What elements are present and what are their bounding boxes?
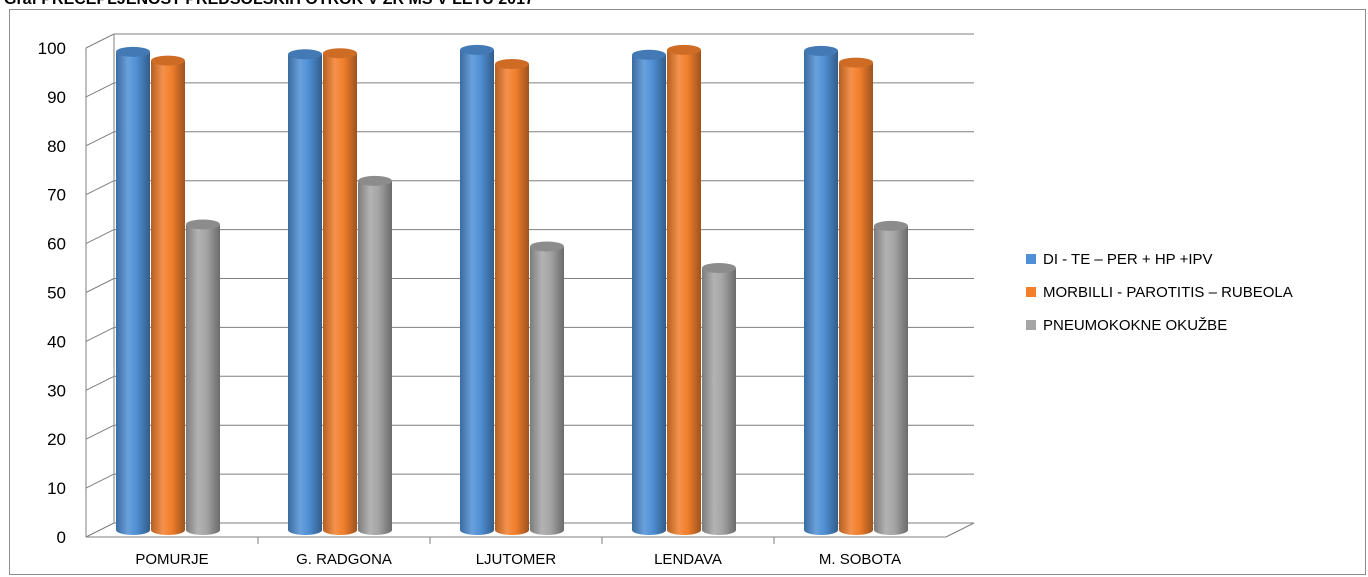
gridline-diagonal xyxy=(85,473,115,489)
bar-body xyxy=(186,224,220,536)
x-tick-label: POMURJE xyxy=(135,551,208,568)
bar-top xyxy=(804,45,838,56)
axes xyxy=(85,34,975,544)
gridline-diagonal xyxy=(85,82,115,98)
bar xyxy=(632,49,666,536)
legend-label: DI - TE – PER + HP +IPV xyxy=(1043,251,1213,268)
floor-edge xyxy=(945,522,975,538)
gridline-diagonal xyxy=(85,131,115,147)
bar xyxy=(358,175,392,536)
gridline-diagonal xyxy=(85,33,115,49)
y-tick-label: 10 xyxy=(47,479,66,498)
y-tick-label: 60 xyxy=(47,235,66,254)
y-tick-label: 50 xyxy=(47,284,66,303)
bar-body xyxy=(667,49,701,535)
y-tick-label: 20 xyxy=(47,430,66,449)
bar xyxy=(116,46,150,535)
bar-top xyxy=(632,49,666,60)
y-tick-label: 30 xyxy=(47,381,66,400)
y-tick-label: 100 xyxy=(38,39,66,58)
bar-top xyxy=(358,175,392,186)
bar xyxy=(702,262,736,535)
bar xyxy=(460,44,494,535)
x-axis-ticks: POMURJE G. RADGONA LJUTOMER LENDAVA M. SOBOT… xyxy=(135,551,901,568)
bar-body xyxy=(288,54,322,535)
bar-top xyxy=(495,59,529,70)
bar-body xyxy=(804,50,838,535)
x-tick-label: G. RADGONA xyxy=(296,551,392,568)
bar-top xyxy=(530,241,564,252)
bar-body xyxy=(323,53,357,535)
bars xyxy=(116,44,908,536)
bar-top xyxy=(186,219,220,230)
bar-top xyxy=(151,55,185,66)
bar-top xyxy=(702,262,736,273)
bar xyxy=(495,59,529,535)
x-tick-label: M. SOBOTA xyxy=(819,551,901,568)
bar xyxy=(186,219,220,536)
legend: DI - TE – PER + HP +IPV MORBILLI - PAROTI… xyxy=(1026,251,1293,334)
bar-body xyxy=(495,64,529,535)
y-tick-label: 0 xyxy=(57,528,66,547)
bar-top xyxy=(667,44,701,55)
bar-top xyxy=(323,48,357,59)
bar-top xyxy=(288,49,322,60)
y-tick-label: 70 xyxy=(47,186,66,205)
y-axis-ticks: 0 10 20 30 40 50 60 70 80 90 100 xyxy=(38,39,66,547)
bar-body xyxy=(151,60,185,535)
bar-top xyxy=(460,44,494,55)
bar-body xyxy=(632,54,666,536)
bar-body xyxy=(358,180,392,536)
legend-swatch xyxy=(1026,254,1036,264)
gridline-diagonal xyxy=(85,326,115,342)
legend-item: PNEUMOKOKNE OKUŽBE xyxy=(1026,317,1227,334)
chart-frame xyxy=(9,9,1366,575)
y-tick-label: 80 xyxy=(47,137,66,156)
gridline-diagonal xyxy=(85,229,115,245)
x-tick-label: LENDAVA xyxy=(654,551,722,568)
gridline-diagonal xyxy=(85,424,115,440)
bar-top xyxy=(874,220,908,231)
bar xyxy=(839,57,873,535)
bar-body xyxy=(839,62,873,535)
bar-top xyxy=(839,57,873,68)
legend-item: MORBILLI - PAROTITIS – RUBEOLA xyxy=(1026,284,1293,301)
legend-label: PNEUMOKOKNE OKUŽBE xyxy=(1043,317,1227,334)
gridline-diagonal xyxy=(85,278,115,293)
bar xyxy=(667,44,701,535)
bar-body xyxy=(530,246,564,536)
legend-label: MORBILLI - PAROTITIS – RUBEOLA xyxy=(1043,284,1293,301)
gridline-diagonal xyxy=(85,375,115,391)
bar-body xyxy=(460,49,494,535)
chart-title: Graf PRECEPLJENOST PREDŠOLSKIH OTROK V Z… xyxy=(4,0,534,9)
bar-body xyxy=(116,51,150,535)
bar xyxy=(874,220,908,535)
bar xyxy=(530,241,564,536)
x-tick-label: LJUTOMER xyxy=(476,551,557,568)
gridline-diagonal xyxy=(85,180,115,196)
legend-swatch xyxy=(1026,287,1036,297)
bar-body xyxy=(874,225,908,535)
bar-body xyxy=(702,267,736,535)
bar xyxy=(804,45,838,535)
bar xyxy=(288,49,322,535)
bar-top xyxy=(116,46,150,57)
y-tick-label: 90 xyxy=(47,88,66,107)
gridline-diagonal xyxy=(85,522,115,538)
legend-item: DI - TE – PER + HP +IPV xyxy=(1026,251,1213,268)
bar xyxy=(151,55,185,535)
bar xyxy=(323,48,357,535)
y-tick-label: 40 xyxy=(47,332,66,351)
legend-swatch xyxy=(1026,320,1036,330)
